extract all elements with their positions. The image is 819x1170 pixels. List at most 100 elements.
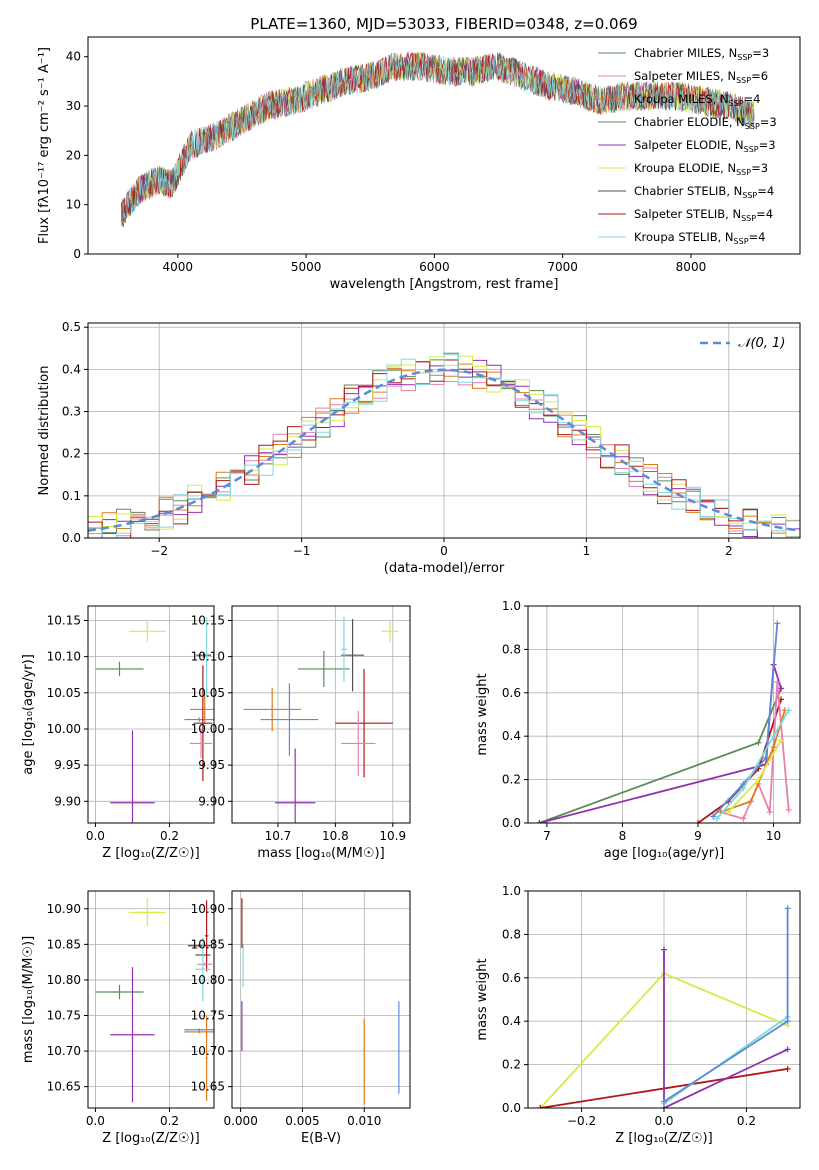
y-axis-label: mass [log₁₀(M/M☉)] [21, 936, 36, 1063]
plot-area [95, 898, 214, 1103]
y-tick-label: 10.15 [47, 613, 81, 627]
normal-curve [88, 368, 800, 532]
legend-label: Chabrier STELIB, NSSP=4 [634, 184, 774, 200]
legend-sub: SSP [741, 214, 756, 223]
y-tick-label: 10.05 [191, 686, 225, 700]
x-tick-label: 2 [725, 544, 733, 558]
legend-suffix: =4 [744, 92, 761, 106]
legend-name: Kroupa MILES, N [634, 92, 729, 106]
axes-frame [87, 322, 801, 539]
y-tick-label: 0.6 [502, 686, 521, 700]
x-tick-label: 8000 [676, 260, 707, 274]
legend-sub: SSP [745, 122, 760, 131]
legend-name: Salpeter MILES, N [634, 69, 736, 83]
legend-name: Chabrier STELIB, N [634, 184, 742, 198]
x-tick-label: 0.2 [160, 829, 179, 843]
legend-label: Salpeter ELODIE, NSSP=3 [634, 138, 776, 154]
histogram-step [88, 354, 800, 538]
legend-label: Salpeter STELIB, NSSP=4 [634, 207, 773, 223]
legend-suffix: =3 [759, 138, 776, 152]
y-tick-label: 0.8 [502, 927, 521, 941]
x-tick-label: 10.7 [265, 829, 292, 843]
plot-area [95, 616, 214, 823]
panel-mass_vs_Z: 0.0 0.2 10.65 10.70 10.75 10.80 10.85 10.90 Z [l… [21, 890, 215, 1146]
legend-label: Kroupa MILES, NSSP=4 [634, 92, 760, 108]
x-tick-label: 10 [766, 829, 781, 843]
y-tick-label: 10.10 [191, 650, 225, 664]
x-tick-label: 6000 [419, 260, 450, 274]
y-tick-label: 0.2 [502, 1058, 521, 1072]
y-tick-label: 10.90 [191, 902, 225, 916]
legend-suffix: =3 [751, 161, 768, 175]
legend-name: Kroupa ELODIE, N [634, 161, 736, 175]
y-tick-label: 0.0 [502, 1101, 521, 1115]
y-tick-label: 10.75 [191, 1009, 225, 1023]
y-tick-label: 0 [73, 247, 81, 261]
y-tick-label: 10.85 [191, 937, 225, 951]
y-tick-label: 0.0 [62, 531, 81, 545]
x-tick-label: 0.0 [654, 1114, 673, 1128]
y-tick-label: 9.95 [54, 758, 81, 772]
panel-age_vs_mass: 10.7 10.8 10.9 9.90 9.95 10.00 10.05 10.10 10.15… [191, 605, 411, 861]
y-tick-label: 0.8 [502, 642, 521, 656]
y-tick-label: 10.15 [191, 613, 225, 627]
legend-suffix: =4 [756, 207, 773, 221]
x-tick-label: 0.000 [223, 1114, 257, 1128]
y-tick-label: 9.95 [198, 758, 225, 772]
y-tick-label: 0.3 [62, 405, 81, 419]
x-tick-label: 0 [440, 544, 448, 558]
x-tick-label: −1 [293, 544, 311, 558]
x-axis-label: (data-model)/error [384, 561, 505, 576]
y-tick-label: 10.70 [191, 1044, 225, 1058]
x-tick-label: 0.2 [737, 1114, 756, 1128]
x-tick-label: 0.0 [86, 1114, 105, 1128]
spectrum-line [121, 51, 755, 221]
legend-suffix: =3 [760, 115, 777, 129]
legend-label: 𝒩(0, 1) [738, 336, 785, 351]
y-tick-label: 0.2 [502, 773, 521, 787]
y-tick-label: 10.65 [47, 1080, 81, 1094]
legend-suffix: =4 [749, 230, 766, 244]
weight-line [539, 664, 782, 823]
x-tick-label: 0.010 [347, 1114, 381, 1128]
weight-line [720, 681, 790, 820]
figure-title: PLATE=1360, MJD=53033, FIBERID=0348, z=0… [250, 15, 637, 33]
y-tick-label: 10.05 [47, 686, 81, 700]
x-tick-label: 0.0 [86, 829, 105, 843]
y-tick-label: 10.70 [47, 1044, 81, 1058]
x-tick-label: 10.8 [322, 829, 349, 843]
y-tick-label: 10.90 [47, 902, 81, 916]
axes-frame [231, 605, 411, 824]
x-tick-label: 5000 [291, 260, 322, 274]
y-tick-label: 1.0 [502, 599, 521, 613]
y-tick-label: 10.80 [47, 973, 81, 987]
legend-suffix: =6 [751, 69, 768, 83]
panel-residuals: −2 −1 0 1 2 0.0 0.1 0.2 0.3 0.4 0.5 (data-model)/er… [37, 320, 801, 576]
y-tick-label: 0.2 [62, 447, 81, 461]
y-tick-label: 10.10 [47, 650, 81, 664]
x-tick-label: 7 [543, 829, 551, 843]
x-tick-label: 4000 [163, 260, 194, 274]
x-axis-label: Z [log₁₀(Z/Z☉)] [102, 846, 199, 861]
axes-frame [87, 36, 801, 255]
x-tick-label: 1 [583, 544, 591, 558]
x-tick-label: −2 [150, 544, 168, 558]
x-tick-label: 8 [619, 829, 627, 843]
legend-name: Salpeter ELODIE, N [634, 138, 744, 152]
y-tick-label: 10.65 [191, 1080, 225, 1094]
weight-line [663, 949, 788, 1108]
x-axis-label: mass [log₁₀(M/M☉)] [257, 846, 384, 861]
x-tick-label: 0.005 [285, 1114, 319, 1128]
spectrum-line [121, 52, 755, 225]
y-tick-label: 10.00 [47, 722, 81, 736]
plot-area [121, 51, 755, 228]
legend-suffix: =3 [752, 46, 769, 60]
y-tick-label: 1.0 [502, 884, 521, 898]
y-tick-label: 0.6 [502, 971, 521, 985]
x-tick-label: 10.9 [379, 829, 406, 843]
y-tick-label: 10.80 [191, 973, 225, 987]
legend-label: Kroupa STELIB, NSSP=4 [634, 230, 765, 246]
axes-frame [87, 605, 215, 824]
